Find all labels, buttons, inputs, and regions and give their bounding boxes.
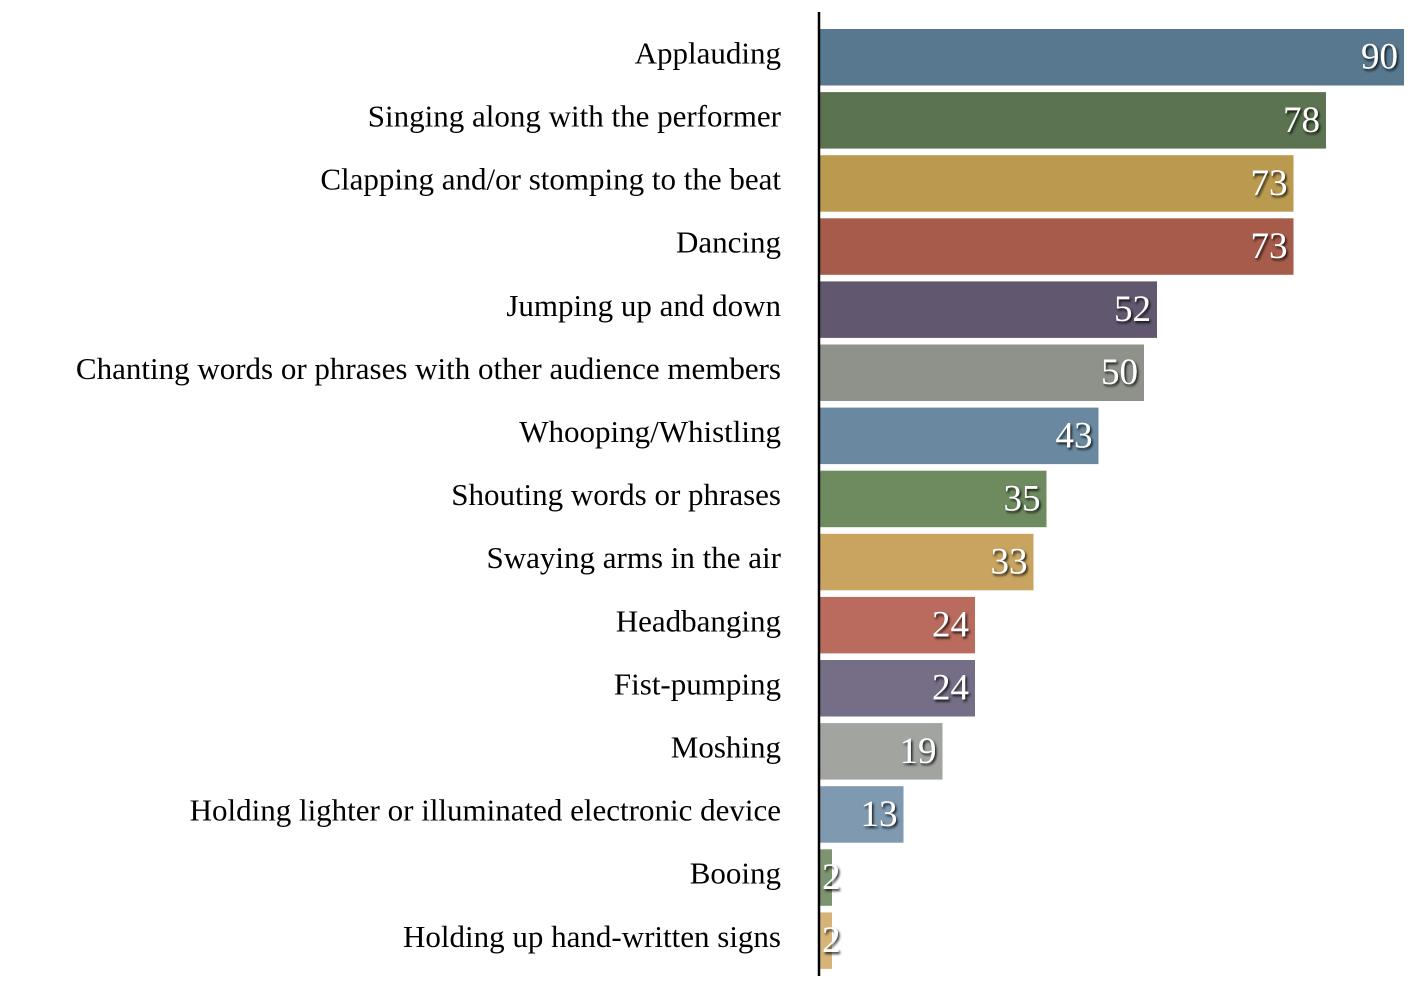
value-label: 78	[1283, 100, 1320, 141]
bar	[820, 596, 975, 654]
category-labels: Applauding Singing along with the perform…	[76, 35, 782, 953]
bar	[820, 218, 1294, 275]
category-label: Singing along with the performer	[368, 98, 782, 133]
value-label: 33	[991, 542, 1028, 583]
category-label: Whooping/Whistling	[519, 414, 781, 449]
bar	[820, 407, 1099, 465]
category-label: Dancing	[676, 225, 781, 260]
category-label: Moshing	[671, 729, 781, 764]
value-label: 90	[1361, 37, 1398, 78]
category-label: Booing	[690, 856, 781, 891]
category-label: Chanting words or phrases with other aud…	[76, 351, 781, 386]
bar	[820, 92, 1326, 149]
value-label: 73	[1251, 163, 1288, 204]
value-label: 2	[822, 857, 841, 898]
value-label: 52	[1114, 289, 1151, 330]
bar	[820, 723, 943, 780]
value-label: 73	[1251, 226, 1288, 267]
category-label: Jumping up and down	[506, 288, 781, 323]
bar	[820, 849, 832, 906]
value-label: 50	[1101, 352, 1138, 393]
value-label: 43	[1056, 415, 1093, 456]
bar	[820, 29, 1404, 86]
category-label: Swaying arms in the air	[487, 540, 782, 575]
bar	[820, 470, 1047, 528]
value-label: 2	[822, 920, 841, 961]
bar	[820, 155, 1294, 212]
category-label: Headbanging	[616, 603, 781, 638]
category-label: Applauding	[635, 35, 781, 70]
value-label: 24	[932, 605, 969, 646]
value-label: 19	[900, 731, 937, 772]
bar	[820, 786, 904, 843]
value-label: 24	[932, 668, 969, 709]
bar	[820, 281, 1157, 338]
category-label: Shouting words or phrases	[451, 477, 781, 512]
bar	[820, 533, 1034, 591]
category-label: Holding up hand-written signs	[403, 919, 781, 954]
value-label: 13	[861, 794, 898, 835]
value-label: 35	[1004, 478, 1041, 519]
category-label: Clapping and/or stomping to the beat	[320, 162, 781, 197]
bar	[820, 660, 975, 717]
category-label: Fist-pumping	[614, 666, 781, 701]
bars-layer	[820, 29, 1404, 969]
bar	[820, 344, 1144, 401]
bar	[820, 912, 832, 969]
category-label: Holding lighter or illuminated electroni…	[190, 793, 781, 828]
